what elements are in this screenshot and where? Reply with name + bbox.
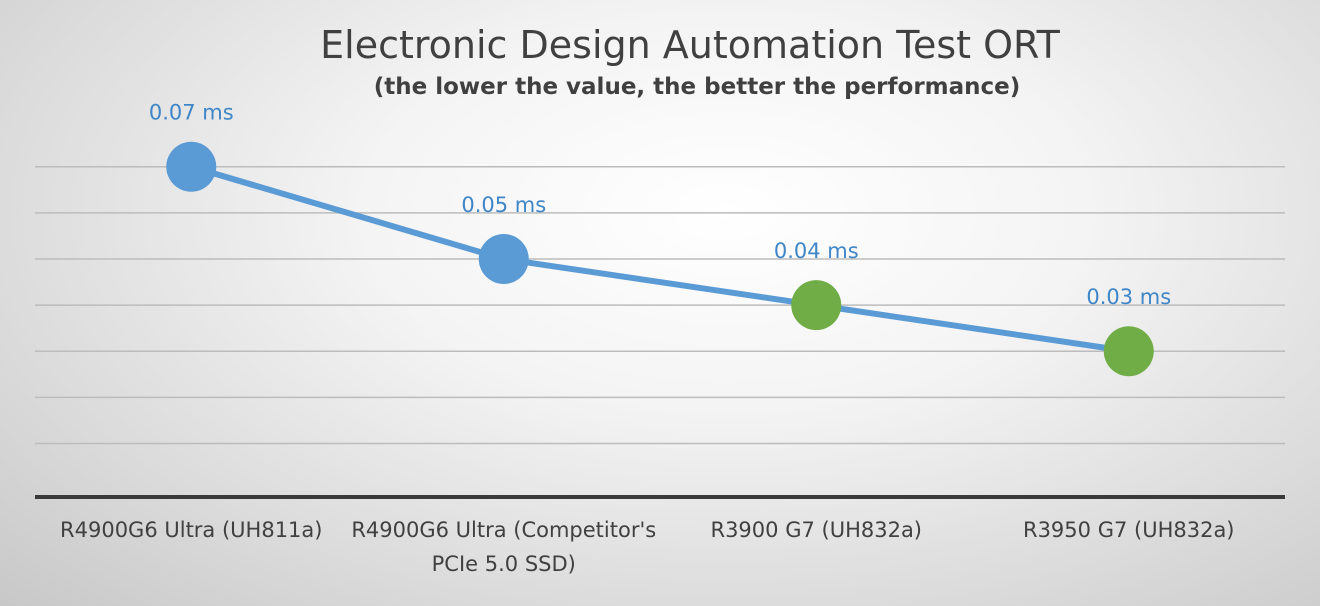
data-label: 0.03 ms xyxy=(1086,285,1171,309)
x-tick-labels: R4900G6 Ultra (UH811a) R4900G6 Ultra (Com… xyxy=(60,518,1235,576)
data-label: 0.07 ms xyxy=(149,101,234,125)
chart-subtitle: (the lower the value, the better the per… xyxy=(374,74,1021,100)
data-point xyxy=(166,141,217,192)
x-tick-label: R4900G6 Ultra (Competitor's xyxy=(351,518,656,542)
data-labels: 0.07 ms 0.05 ms 0.04 ms 0.03 ms xyxy=(149,101,1171,309)
gridlines xyxy=(35,165,1285,445)
data-point xyxy=(1103,326,1154,377)
chart-title: Electronic Design Automation Test ORT xyxy=(320,23,1061,67)
data-label: 0.05 ms xyxy=(461,193,546,217)
x-tick-label: R4900G6 Ultra (UH811a) xyxy=(60,518,322,542)
x-tick-label: PCIe 5.0 SSD) xyxy=(432,552,576,576)
x-tick-label: R3950 G7 (UH832a) xyxy=(1023,518,1235,542)
data-points xyxy=(166,141,1154,377)
data-point xyxy=(478,233,529,284)
series-line xyxy=(188,163,1132,355)
data-point xyxy=(791,280,842,331)
data-label: 0.04 ms xyxy=(774,239,859,263)
x-tick-label: R3900 G7 (UH832a) xyxy=(710,518,922,542)
series-line-group xyxy=(188,163,1132,355)
